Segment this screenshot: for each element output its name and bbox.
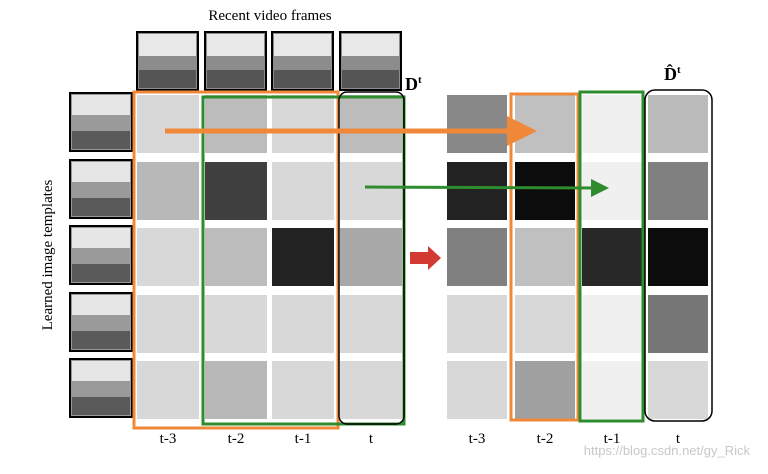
cell [582, 228, 642, 286]
cell [272, 228, 334, 286]
column-label: t [676, 431, 681, 447]
cell [515, 361, 575, 419]
cell [137, 361, 199, 419]
thumbnail-sky [274, 34, 331, 56]
current-column [644, 89, 713, 422]
column-label: t-3 [469, 431, 486, 447]
matrix-label: D̂t [664, 64, 681, 84]
cell [205, 295, 267, 353]
cell [340, 95, 402, 153]
thumbnail-sky [139, 34, 196, 56]
top-label: Recent video frames [208, 8, 331, 24]
cell [648, 162, 708, 220]
cell [447, 295, 507, 353]
cell [272, 361, 334, 419]
thumbnail-road [207, 70, 264, 88]
cell [648, 95, 708, 153]
column-label: t-1 [604, 431, 621, 447]
cell [447, 95, 507, 153]
thumbnail-sky [72, 295, 130, 315]
cell [205, 95, 267, 153]
cell [340, 228, 402, 286]
cell [515, 228, 575, 286]
cell [205, 162, 267, 220]
cell [648, 361, 708, 419]
cell [340, 295, 402, 353]
cell [648, 228, 708, 286]
side-label: Learned image templates [40, 179, 56, 330]
matrix-label: Dt [405, 74, 422, 94]
thumbnail-road [274, 70, 331, 88]
thumbnail-sky [72, 162, 130, 182]
cell [582, 162, 642, 220]
orange-window [509, 92, 580, 422]
green-window [578, 90, 645, 423]
cell [648, 295, 708, 353]
cell [272, 162, 334, 220]
cell [515, 162, 575, 220]
cell [272, 295, 334, 353]
thumbnail-road [72, 397, 130, 415]
cell [582, 295, 642, 353]
cell [340, 162, 402, 220]
current-column [338, 91, 405, 425]
thumbnail-road [72, 264, 130, 282]
cell [582, 361, 642, 419]
cell [137, 162, 199, 220]
cell [340, 361, 402, 419]
thumbnail-road [342, 70, 399, 88]
column-label: t [369, 431, 374, 447]
cell [515, 95, 575, 153]
thumbnail-road [72, 198, 130, 216]
green-arrow [364, 178, 609, 197]
cell [205, 228, 267, 286]
thumbnail-sky [342, 34, 399, 56]
cell [447, 228, 507, 286]
cell [272, 95, 334, 153]
cell [137, 95, 199, 153]
thumbnail-sky [72, 228, 130, 248]
thumbnail-sky [72, 361, 130, 381]
cell [205, 361, 267, 419]
orange-window [132, 90, 340, 430]
cell [515, 295, 575, 353]
cell [137, 295, 199, 353]
cell [447, 361, 507, 419]
watermark: https://blog.csdn.net/gy_Rick [584, 443, 751, 458]
column-label: t-3 [160, 431, 177, 447]
cell [137, 228, 199, 286]
thumbnail-road [139, 70, 196, 88]
column-label: t-1 [295, 431, 312, 447]
thumbnail-sky [207, 34, 264, 56]
cells [69, 31, 708, 419]
transform-arrow [410, 246, 441, 270]
thumbnail-sky [72, 95, 130, 115]
cell [582, 95, 642, 153]
thumbnail-road [72, 331, 130, 349]
column-label: t-2 [228, 431, 245, 447]
column-label: t-2 [537, 431, 554, 447]
cell [447, 162, 507, 220]
thumbnail-road [72, 131, 130, 149]
